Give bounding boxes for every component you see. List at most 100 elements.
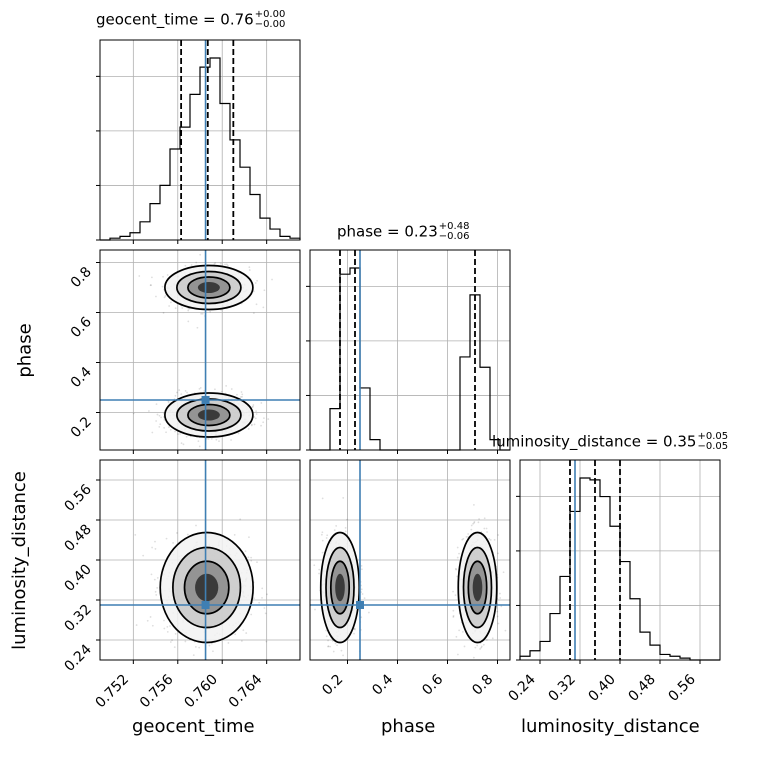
scatter-geocent-time-vs-phase-point	[190, 264, 193, 266]
scatter-phase-vs-luminosity-distance-point	[476, 644, 479, 647]
scatter-phase-vs-luminosity-distance-point	[331, 640, 334, 642]
scatter-geocent-time-vs-phase-point	[230, 388, 233, 390]
scatter-phase-vs-luminosity-distance-point	[472, 504, 475, 506]
scatter-geocent-time-vs-phase-point	[177, 433, 179, 435]
scatter-phase-vs-luminosity-distance-point	[497, 552, 499, 555]
title-phase-text: phase = 0.23	[337, 222, 438, 241]
scatter-phase-vs-luminosity-distance-point	[463, 645, 466, 648]
scatter-phase-vs-luminosity-distance-point	[456, 575, 459, 578]
scatter-geocent-time-vs-luminosity-distance-point	[163, 627, 166, 630]
scatter-phase-vs-luminosity-distance-point	[496, 615, 499, 618]
scatter-phase-vs-luminosity-distance-point	[326, 534, 329, 537]
title-geocent-time: geocent_time = 0.76 +0.00 −0.00	[96, 10, 285, 30]
scatter-phase-vs-luminosity-distance-point	[318, 572, 320, 575]
ytick-label-phase-2: 0.6	[68, 314, 95, 341]
scatter-geocent-time-vs-luminosity-distance-point	[151, 546, 153, 549]
scatter-geocent-time-vs-phase-point	[248, 266, 251, 269]
scatter-phase-vs-luminosity-distance-point	[340, 649, 343, 652]
title-phase-sub: −0.06	[438, 231, 470, 242]
scatter-phase-vs-luminosity-distance-point	[327, 639, 329, 642]
scatter-geocent-time-vs-phase-point	[165, 431, 167, 434]
xtick-label-phase-3: 0.8	[469, 672, 496, 699]
scatter-geocent-time-vs-phase-point	[174, 307, 177, 310]
scatter-geocent-time-vs-phase-point	[169, 301, 172, 304]
title-luminosity-distance-text: luminosity_distance = 0.35	[492, 432, 697, 451]
scatter-geocent-time-vs-luminosity-distance-point	[142, 554, 145, 557]
scatter-phase-vs-luminosity-distance-point	[332, 650, 335, 653]
scatter-geocent-time-vs-phase-point	[199, 253, 202, 256]
xtick-label-geocent-time-2: 0.760	[181, 672, 221, 712]
scatter-phase-vs-luminosity-distance-point	[452, 616, 455, 618]
scatter-geocent-time-vs-phase-point	[155, 403, 158, 406]
title-phase-sup: +0.48	[438, 221, 470, 232]
scatter-geocent-time-vs-phase-point	[215, 438, 218, 441]
scatter-geocent-time-vs-luminosity-distance-point	[250, 613, 253, 616]
scatter-geocent-time-vs-phase-point	[169, 428, 172, 431]
scatter-phase-vs-luminosity-distance-point	[473, 522, 475, 524]
scatter-phase-vs-luminosity-distance-point	[325, 635, 328, 638]
ytick-label-phase-3: 0.8	[68, 264, 95, 291]
scatter-geocent-time-vs-phase-point	[252, 290, 255, 293]
scatter-phase-vs-luminosity-distance-point	[360, 588, 363, 591]
scatter-phase-vs-luminosity-distance-point	[353, 627, 356, 630]
xtick-label-geocent-time-1: 0.756	[137, 671, 177, 711]
scatter-geocent-time-vs-luminosity-distance-point	[166, 630, 169, 633]
scatter-phase-vs-luminosity-distance-point	[470, 524, 473, 527]
scatter-geocent-time-vs-phase-point	[198, 445, 201, 448]
scatter-geocent-time-vs-phase-contour-1-3	[197, 409, 220, 421]
scatter-geocent-time-vs-phase-point	[237, 432, 240, 435]
scatter-geocent-time-vs-phase-point	[220, 390, 223, 393]
scatter-phase-vs-luminosity-distance-point	[335, 525, 338, 527]
scatter-geocent-time-vs-phase-point	[187, 307, 190, 310]
scatter-phase-vs-luminosity-distance-point	[452, 609, 455, 612]
scatter-geocent-time-vs-phase-point	[138, 275, 141, 277]
scatter-geocent-time-vs-phase-point	[262, 421, 265, 424]
scatter-geocent-time-vs-phase-point	[255, 410, 258, 413]
scatter-geocent-time-vs-phase-point	[241, 395, 243, 398]
scatter-geocent-time-vs-phase-point	[213, 263, 216, 266]
scatter-phase-vs-luminosity-distance-point	[360, 568, 363, 571]
scatter-phase-vs-luminosity-distance-point	[321, 539, 324, 542]
xtick-label-geocent-time-3: 0.764	[226, 671, 266, 711]
scatter-geocent-time-vs-phase-point	[250, 424, 253, 427]
scatter-geocent-time-vs-phase-point	[174, 394, 177, 397]
scatter-phase-vs-luminosity-distance-point	[504, 629, 507, 632]
scatter-phase-vs-luminosity-distance-point	[465, 535, 468, 538]
title-luminosity-distance-sub: −0.05	[697, 441, 729, 452]
scatter-phase-vs-luminosity-distance-point	[320, 533, 323, 536]
scatter-phase-vs-luminosity-distance-point	[478, 518, 481, 520]
scatter-geocent-time-vs-luminosity-distance-point	[174, 632, 177, 635]
scatter-geocent-time-vs-luminosity-distance-point	[176, 532, 178, 534]
scatter-geocent-time-vs-phase-point	[214, 388, 216, 391]
scatter-phase-vs-luminosity-distance-point	[334, 642, 337, 645]
scatter-geocent-time-vs-luminosity-distance-point	[261, 587, 264, 590]
scatter-geocent-time-vs-phase-point	[203, 390, 206, 392]
scatter-geocent-time-vs-phase-point	[200, 312, 203, 315]
scatter-geocent-time-vs-luminosity-distance-point	[154, 548, 157, 550]
scatter-phase-vs-luminosity-distance-point	[477, 521, 480, 524]
scatter-geocent-time-vs-phase-point	[254, 282, 257, 284]
scatter-geocent-time-vs-phase-point	[161, 285, 164, 288]
scatter-phase-vs-luminosity-distance-point	[497, 622, 500, 625]
scatter-phase-vs-luminosity-distance-point	[327, 645, 330, 648]
scatter-geocent-time-vs-phase-point	[263, 417, 265, 420]
scatter-geocent-time-vs-luminosity-distance-point	[154, 590, 157, 593]
scatter-geocent-time-vs-luminosity-distance-point	[192, 654, 195, 656]
scatter-phase-vs-luminosity-distance-point	[321, 497, 324, 500]
scatter-phase-vs-luminosity-distance-point	[321, 551, 324, 554]
scatter-geocent-time-vs-phase-point	[195, 261, 198, 264]
scatter-geocent-time-vs-luminosity-distance-point	[234, 633, 237, 636]
scatter-geocent-time-vs-luminosity-distance-point	[208, 644, 211, 647]
scatter-phase-vs-luminosity-distance-point	[342, 654, 344, 657]
xtick-label-luminosity-distance-1: 0.32	[545, 672, 578, 705]
scatter-phase-vs-luminosity-distance-injection-marker	[356, 601, 364, 609]
scatter-geocent-time-vs-phase-point	[209, 310, 212, 313]
scatter-geocent-time-vs-phase-point	[174, 430, 176, 433]
scatter-geocent-time-vs-phase-point	[182, 443, 185, 446]
xtick-label-phase-1: 0.4	[369, 671, 396, 698]
scatter-geocent-time-vs-luminosity-distance-point	[264, 612, 267, 615]
scatter-phase-vs-luminosity-distance-border	[309, 459, 511, 661]
scatter-phase-vs-luminosity-distance-point	[344, 665, 346, 667]
scatter-geocent-time-vs-luminosity-distance-point	[198, 646, 201, 649]
scatter-phase-vs-luminosity-distance-point	[313, 564, 316, 567]
